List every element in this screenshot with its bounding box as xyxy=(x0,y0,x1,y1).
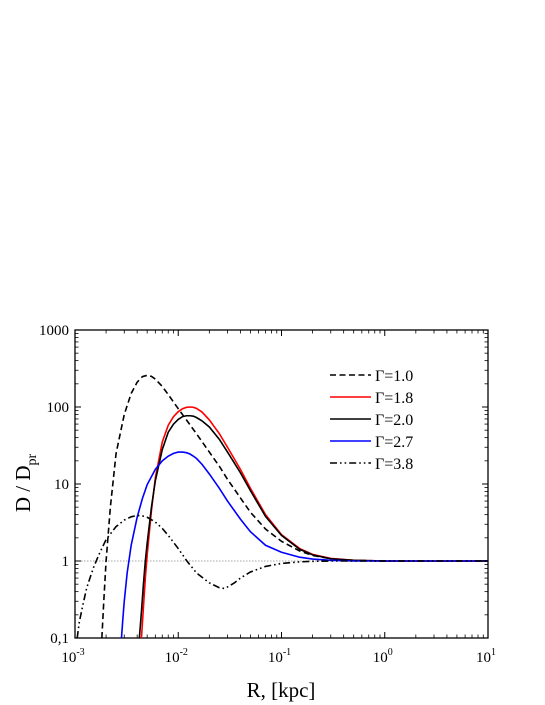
y-tick-label: 0,1 xyxy=(50,631,69,647)
series-line-3 xyxy=(138,414,488,639)
y-axis-title-subscript: pr xyxy=(25,454,40,466)
x-tick-label: 10-1 xyxy=(268,647,291,666)
series-line-1 xyxy=(101,374,488,639)
x-tick-label: 10-3 xyxy=(61,647,84,666)
series-layer xyxy=(76,374,488,639)
y-tick-label: 1000 xyxy=(39,323,69,339)
legend-label-2: Γ=1.8 xyxy=(375,390,413,407)
legend-label-1: Γ=1.0 xyxy=(375,368,413,385)
legend-label-4: Γ=2.7 xyxy=(375,434,413,451)
series-line-5 xyxy=(76,514,488,639)
x-tick-label: 101 xyxy=(476,647,496,666)
legend-label-5: Γ=3.8 xyxy=(375,456,413,473)
svg-text:D / Dpr: D / Dpr xyxy=(11,454,40,513)
y-tick-label: 10 xyxy=(54,477,69,493)
series-line-2 xyxy=(140,406,488,639)
x-axis-title: R, [kpc] xyxy=(247,678,316,702)
series-line-4 xyxy=(120,451,488,639)
y-tick-label: 100 xyxy=(47,400,70,416)
ticks-layer: 10-3 10-2 10-1 100 101 0,1 1 10 100 1000 xyxy=(39,323,496,666)
x-tick-label: 100 xyxy=(373,647,393,666)
y-tick-label: 1 xyxy=(62,554,70,570)
plot-frame xyxy=(74,329,489,639)
legend: Γ=1.0 Γ=1.8 Γ=2.0 Γ=2.7 Γ=3.8 xyxy=(330,368,413,473)
y-axis-title: D / Dpr xyxy=(11,454,40,513)
x-tick-label: 10-2 xyxy=(165,647,188,666)
legend-label-3: Γ=2.0 xyxy=(375,412,413,429)
y-axis-title-main: D / D xyxy=(11,466,35,513)
